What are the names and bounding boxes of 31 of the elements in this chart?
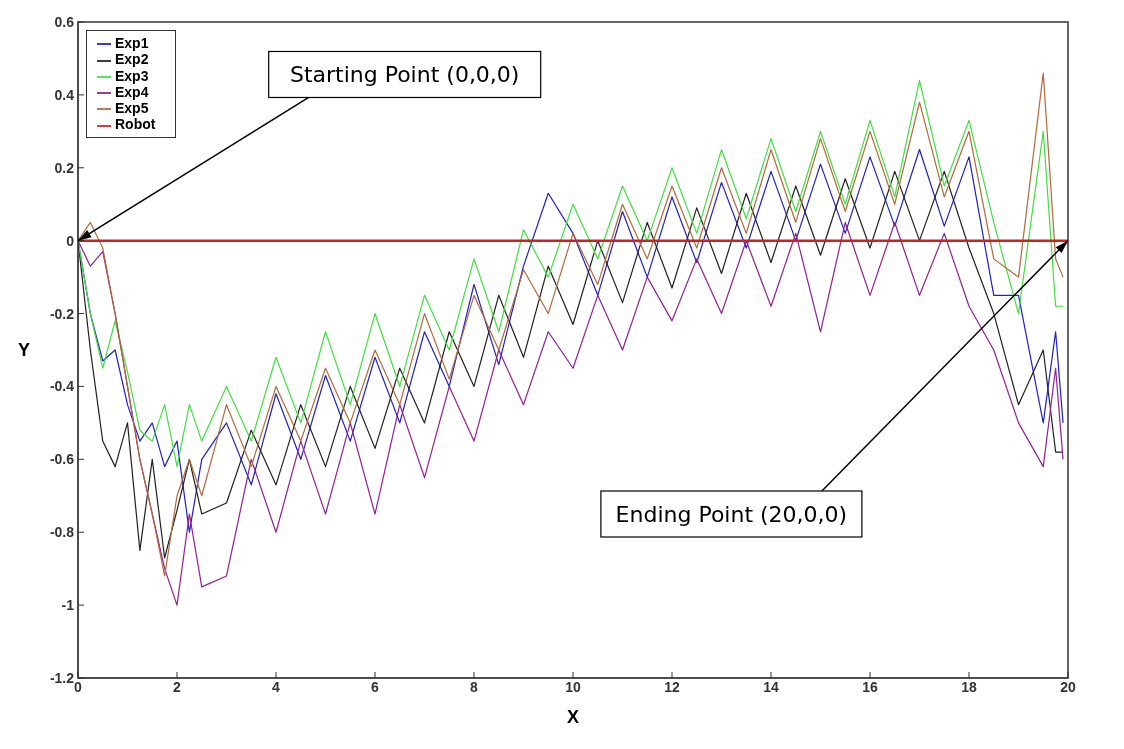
- x-tick-label: 12: [664, 678, 680, 695]
- y-tick-label: -0.8: [49, 524, 75, 541]
- x-tick-label: 8: [470, 678, 479, 695]
- y-tick-label: 0: [66, 232, 75, 249]
- x-tick-label: 16: [862, 678, 878, 695]
- annotation: Ending Point (20,0,0): [615, 502, 848, 527]
- y-tick-label: -0.4: [49, 378, 75, 395]
- y-tick-label: 0.2: [54, 159, 75, 176]
- y-tick-label: -1: [61, 597, 75, 614]
- y-tick-label: -0.6: [49, 451, 75, 468]
- x-tick-label: 20: [1060, 678, 1076, 695]
- legend-label: Exp2: [115, 51, 149, 68]
- y-tick-label: 0.6: [54, 13, 75, 30]
- y-axis-title: Y: [18, 340, 31, 361]
- x-tick-label: 18: [961, 678, 977, 695]
- x-tick-label: 10: [565, 678, 581, 695]
- y-tick-label: -1.2: [49, 669, 75, 686]
- legend-label: Exp1: [115, 35, 149, 51]
- x-tick-label: 2: [173, 678, 182, 695]
- x-tick-label: 14: [763, 678, 779, 695]
- line-series: [78, 221, 1064, 606]
- legend-label: Exp5: [115, 100, 149, 117]
- legend-label: Robot: [115, 116, 156, 133]
- y-tick-label: 0.4: [54, 86, 75, 103]
- x-axis-title: X: [566, 707, 580, 727]
- legend-label: Exp4: [115, 83, 149, 100]
- x-tick-label: 6: [371, 678, 380, 695]
- annotation: Starting Point (0,0,0): [289, 62, 520, 88]
- x-tick-label: 4: [272, 678, 281, 695]
- y-tick-label: -0.2: [49, 305, 75, 322]
- legend-label: Exp3: [115, 67, 149, 84]
